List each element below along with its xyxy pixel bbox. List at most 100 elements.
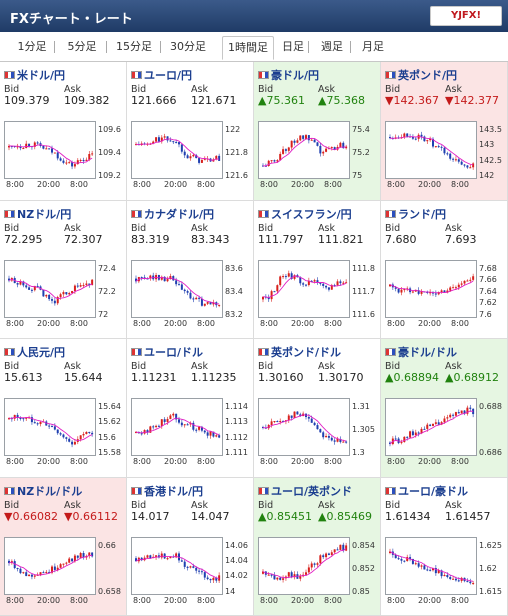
pair-name[interactable]: ユーロ/豪ドル (385, 483, 468, 499)
price-chart[interactable] (4, 121, 96, 179)
pair-label[interactable]: 人民元/円 (17, 346, 66, 359)
candle (16, 567, 19, 569)
rate-cell[interactable]: ランド/円 Bid Ask 7.680 7.693 7.68 7.66 7.64 7.62 7.6… (381, 200, 508, 339)
pair-label[interactable]: 英ポンド/円 (398, 69, 458, 82)
tab-3[interactable]: 30分足 (170, 40, 206, 53)
candle (293, 573, 296, 577)
y-tick-label: 109.2 (98, 171, 121, 180)
pair-name[interactable]: NZドル/円 (4, 206, 71, 222)
candle (440, 422, 443, 425)
tab-4[interactable]: 1時間足 (222, 36, 274, 60)
rate-cell[interactable]: ユーロ/英ポンド Bid Ask ▲0.85451 ▲0.85469 0.854 0.852… (254, 477, 381, 616)
tab-5[interactable]: 日足 (278, 36, 309, 60)
candle (25, 143, 28, 149)
pair-label[interactable]: ユーロ/英ポンド (271, 484, 353, 498)
price-chart[interactable] (131, 536, 223, 595)
pair-label[interactable]: 米ドル/円 (17, 69, 66, 82)
candle (215, 577, 218, 581)
price-chart[interactable] (131, 259, 223, 318)
pair-label[interactable]: ユーロ/ドル (144, 346, 204, 359)
price-chart[interactable] (385, 259, 477, 318)
candle (389, 137, 391, 139)
rate-cell[interactable]: ユーロ/豪ドル Bid Ask 1.61434 1.61457 1.625 1.62 1.61… (381, 477, 508, 616)
candle (434, 422, 437, 424)
candle (400, 558, 403, 561)
pair-name[interactable]: 英ポンド/円 (385, 67, 457, 83)
candle (322, 554, 325, 557)
candle (409, 431, 412, 438)
tab-7[interactable]: 月足 (362, 40, 384, 53)
rate-cell[interactable]: 英ポンド/円 Bid Ask ▼142.367 ▼142.377 143.5 143 142.… (381, 62, 508, 201)
candle (180, 283, 183, 290)
pair-name[interactable]: 豪ドル/ドル (385, 344, 457, 360)
rate-cell[interactable]: ユーロ/円 Bid Ask 121.666 121.671 122 121.8 121.6 8:… (127, 62, 254, 201)
pair-name[interactable]: 英ポンド/ドル (258, 344, 341, 360)
candle (469, 581, 472, 583)
price-chart[interactable] (131, 398, 223, 456)
rate-cell[interactable]: 米ドル/円 Bid Ask 109.379 109.382 109.6 109.4 109.2… (0, 62, 127, 201)
pair-label[interactable]: スイスフラン/円 (271, 207, 352, 221)
pair-name[interactable]: スイスフラン/円 (258, 206, 352, 222)
candle (452, 414, 455, 416)
candle (394, 554, 397, 558)
pair-label[interactable]: ユーロ/円 (144, 69, 193, 82)
candle (160, 276, 163, 280)
pair-label[interactable]: カナダドル/円 (144, 207, 215, 221)
candle (287, 272, 290, 277)
candle (59, 158, 62, 161)
rate-cell[interactable]: カナダドル/円 Bid Ask 83.319 83.343 83.6 83.4 83.2 8:0… (127, 200, 254, 339)
price-chart[interactable] (131, 121, 223, 179)
price-chart[interactable] (258, 259, 350, 318)
chart-svg (135, 133, 221, 165)
tab-0[interactable]: 1分足 (10, 36, 55, 60)
pair-label[interactable]: NZドル/円 (17, 207, 72, 221)
y-tick-label: 7.6 (479, 309, 492, 319)
pair-name[interactable]: NZドル/ドル (4, 483, 82, 499)
pair-name[interactable]: ランド/円 (385, 206, 446, 222)
rate-cell[interactable]: スイスフラン/円 Bid Ask 111.797 111.821 111.8 111.7 11… (254, 200, 381, 339)
yjfx-logo[interactable]: YJFX! (430, 6, 502, 26)
price-chart[interactable] (4, 398, 96, 456)
pair-name[interactable]: カナダドル/円 (131, 206, 214, 222)
rate-cell[interactable]: 英ポンド/ドル Bid Ask 1.30160 1.30170 1.31 1.305 1.3 8… (254, 339, 381, 478)
y-tick-label: 1.114 (225, 402, 248, 411)
rate-cell[interactable]: NZドル/ドル Bid Ask ▼0.66082 ▼0.66112 0.66 0.658 8:… (0, 477, 127, 616)
price-chart[interactable] (258, 398, 350, 456)
candle (325, 285, 328, 287)
pair-name[interactable]: ユーロ/円 (131, 67, 192, 83)
x-tick-label: 20:00 (37, 318, 61, 328)
pair-label[interactable]: 豪ドル/ドル (398, 346, 458, 359)
candle (434, 146, 437, 148)
rate-cell[interactable]: ユーロ/ドル Bid Ask 1.11231 1.11235 1.114 1.113 1.11… (127, 339, 254, 478)
rate-cell[interactable]: NZドル/円 Bid Ask 72.295 72.307 72.4 72.2 72 8:00 20… (0, 200, 127, 339)
tab-2[interactable]: 15分足 (108, 36, 161, 60)
candle (71, 162, 74, 167)
price-chart[interactable] (385, 398, 477, 456)
price-chart[interactable] (4, 259, 96, 318)
price-chart[interactable] (258, 121, 350, 179)
price-chart[interactable] (4, 536, 96, 595)
rate-cell[interactable]: 豪ドル/円 Bid Ask ▲75.361 ▲75.368 75.4 75.2 75 8:00 2… (254, 62, 381, 201)
price-chart[interactable] (258, 536, 350, 595)
pair-label[interactable]: 英ポンド/ドル (271, 346, 342, 359)
candle (16, 146, 19, 148)
price-chart[interactable] (385, 536, 477, 595)
pair-name[interactable]: ユーロ/ドル (131, 344, 203, 360)
tab-1[interactable]: 5分足 (58, 36, 107, 60)
pair-name[interactable]: 人民元/円 (4, 344, 65, 360)
rate-cell[interactable]: 香港ドル/円 Bid Ask 14.017 14.047 14.06 14.04 14.02 1… (127, 477, 254, 616)
price-chart[interactable] (385, 121, 477, 179)
pair-label[interactable]: NZドル/ドル (17, 484, 83, 498)
pair-label[interactable]: ユーロ/豪ドル (398, 484, 469, 498)
rate-cell[interactable]: 人民元/円 Bid Ask 15.613 15.644 15.64 15.62 15.6 15.… (0, 339, 127, 478)
pair-name[interactable]: 香港ドル/円 (131, 483, 203, 499)
pair-name[interactable]: 米ドル/円 (4, 67, 65, 83)
rate-cell[interactable]: 豪ドル/ドル Bid Ask ▲0.68894 ▲0.68912 0.688 0.686 8:… (381, 339, 508, 478)
pair-name[interactable]: ユーロ/英ポンド (258, 483, 352, 499)
pair-label[interactable]: 豪ドル/円 (271, 69, 320, 82)
tab-6[interactable]: 週足 (314, 36, 351, 60)
pair-label[interactable]: ランド/円 (398, 207, 447, 221)
pair-name[interactable]: 豪ドル/円 (258, 67, 319, 83)
pair-label[interactable]: 香港ドル/円 (144, 484, 204, 498)
bid-label: Bid (385, 84, 401, 95)
